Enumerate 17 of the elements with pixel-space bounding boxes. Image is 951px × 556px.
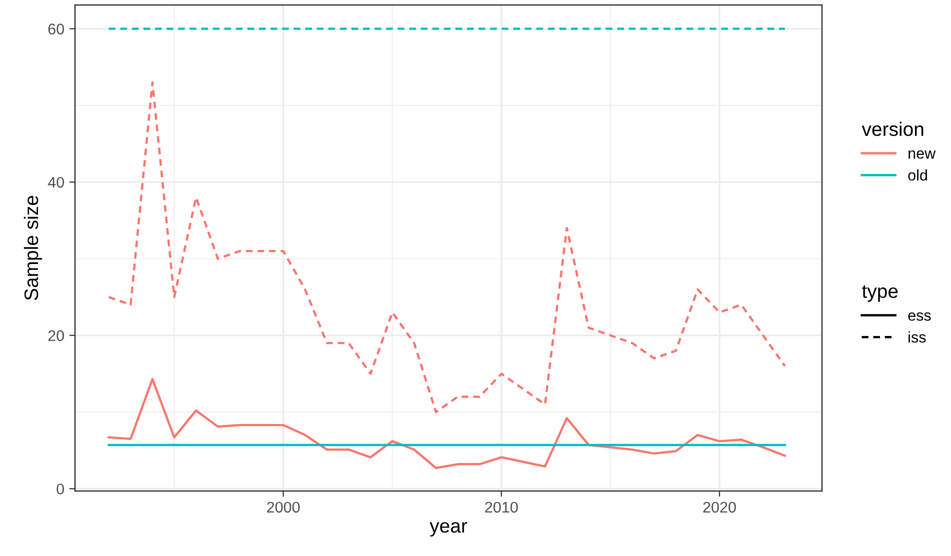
x-tick-label: 2000 [267, 502, 300, 513]
x-tick-label: 2020 [703, 502, 736, 513]
x-axis-title: year [430, 522, 468, 537]
text: type [862, 285, 898, 302]
y-tick-label: 0 [56, 484, 64, 494]
text: ess [908, 312, 931, 321]
line-series [108, 81, 786, 414]
y-tick-label: 40 [48, 176, 64, 188]
legend-label: old [908, 169, 927, 181]
x-tick-label: 2010 [485, 502, 518, 513]
y-tick-label: 20 [48, 330, 64, 342]
y-tick-label: 60 [48, 24, 64, 34]
text: version [862, 122, 924, 136]
y-axis-title: Sample size [24, 196, 42, 300]
text: iss [908, 331, 926, 343]
legend-label: new [908, 150, 936, 159]
line-series [108, 378, 786, 470]
